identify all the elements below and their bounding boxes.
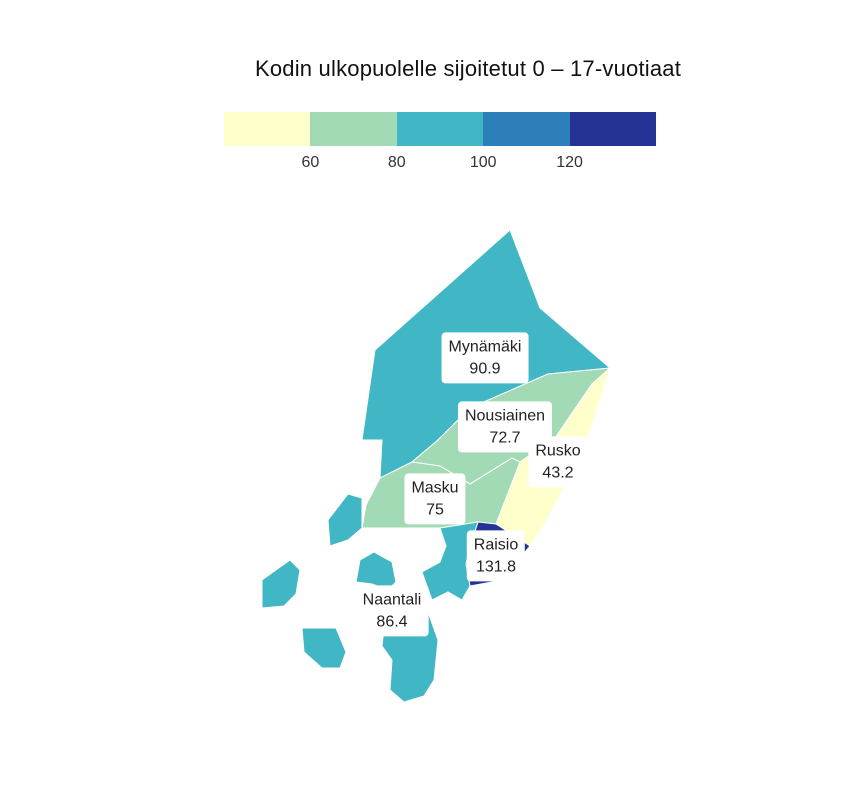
region-name: Mynämäki [448, 338, 522, 356]
region-value: 75 [426, 501, 444, 518]
region-name: Nousiainen [464, 407, 546, 425]
legend-swatch-4 [483, 112, 570, 146]
region-value: 131.8 [475, 558, 517, 575]
label-raisio: Raisio 131.8 [466, 530, 526, 582]
region-name: Raisio [473, 536, 519, 554]
region-value: 90.9 [469, 360, 501, 377]
label-nousiainen: Nousiainen 72.7 [457, 401, 553, 453]
legend-swatch-3 [396, 112, 484, 146]
map-title: Kodin ulkopuolelle sijoitetut 0 – 17-vuo… [254, 56, 682, 81]
color-legend [224, 112, 657, 146]
region-name: Naantali [362, 591, 422, 609]
legend-tick: 60 [301, 154, 320, 171]
legend-swatch-2 [310, 112, 397, 146]
label-masku: Masku 75 [404, 473, 466, 525]
label-rusko: Rusko 43.2 [528, 436, 588, 488]
legend-tick: 100 [469, 154, 497, 171]
legend-swatch-1 [224, 112, 311, 146]
region-value: 43.2 [542, 464, 574, 481]
region-name: Masku [411, 479, 459, 497]
region-name: Rusko [535, 442, 581, 460]
label-mynamaki: Mynämäki 90.9 [441, 332, 529, 384]
legend-tick: 80 [387, 154, 406, 171]
legend-ticks: 60 80 100 120 [224, 154, 656, 178]
legend-tick: 120 [556, 154, 583, 171]
legend-swatch-5 [569, 112, 657, 146]
label-naantali: Naantali 86.4 [355, 585, 429, 637]
region-value: 72.7 [489, 429, 521, 446]
region-value: 86.4 [376, 613, 408, 630]
